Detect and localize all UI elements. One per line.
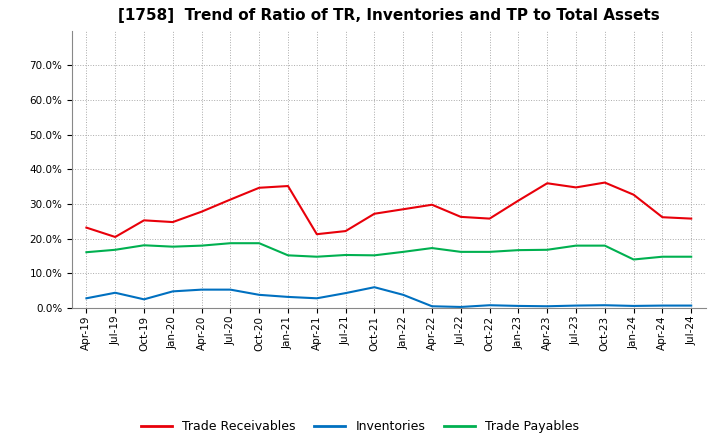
Trade Payables: [197, 243, 206, 248]
Trade Receivables: [543, 180, 552, 186]
Inventories: [111, 290, 120, 295]
Trade Receivables: [370, 211, 379, 216]
Inventories: [226, 287, 235, 292]
Trade Payables: [341, 253, 350, 258]
Trade Receivables: [284, 183, 292, 189]
Inventories: [428, 304, 436, 309]
Inventories: [485, 303, 494, 308]
Trade Receivables: [629, 192, 638, 197]
Inventories: [255, 292, 264, 297]
Inventories: [140, 297, 148, 302]
Inventories: [687, 303, 696, 308]
Inventories: [600, 303, 609, 308]
Trade Payables: [226, 241, 235, 246]
Trade Receivables: [197, 209, 206, 214]
Title: [1758]  Trend of Ratio of TR, Inventories and TP to Total Assets: [1758] Trend of Ratio of TR, Inventories…: [118, 7, 660, 23]
Inventories: [543, 304, 552, 309]
Trade Payables: [140, 242, 148, 248]
Trade Payables: [456, 249, 465, 254]
Inventories: [197, 287, 206, 292]
Trade Payables: [370, 253, 379, 258]
Inventories: [82, 296, 91, 301]
Inventories: [312, 296, 321, 301]
Trade Payables: [543, 247, 552, 253]
Inventories: [658, 303, 667, 308]
Inventories: [514, 303, 523, 308]
Trade Receivables: [514, 198, 523, 203]
Trade Receivables: [255, 185, 264, 191]
Inventories: [572, 303, 580, 308]
Trade Receivables: [687, 216, 696, 221]
Trade Payables: [629, 257, 638, 262]
Inventories: [370, 285, 379, 290]
Trade Payables: [428, 246, 436, 251]
Trade Receivables: [572, 185, 580, 190]
Line: Trade Receivables: Trade Receivables: [86, 183, 691, 237]
Trade Payables: [600, 243, 609, 248]
Inventories: [341, 290, 350, 296]
Trade Receivables: [428, 202, 436, 207]
Trade Payables: [687, 254, 696, 259]
Trade Receivables: [658, 215, 667, 220]
Trade Payables: [111, 247, 120, 253]
Trade Payables: [658, 254, 667, 259]
Line: Inventories: Inventories: [86, 287, 691, 307]
Line: Trade Payables: Trade Payables: [86, 243, 691, 260]
Trade Payables: [514, 247, 523, 253]
Trade Receivables: [82, 225, 91, 230]
Trade Payables: [255, 241, 264, 246]
Trade Receivables: [600, 180, 609, 185]
Trade Receivables: [312, 231, 321, 237]
Inventories: [629, 303, 638, 308]
Inventories: [399, 292, 408, 297]
Trade Payables: [399, 249, 408, 254]
Trade Payables: [82, 249, 91, 255]
Trade Receivables: [341, 228, 350, 234]
Inventories: [168, 289, 177, 294]
Trade Receivables: [111, 235, 120, 240]
Trade Receivables: [485, 216, 494, 221]
Inventories: [284, 294, 292, 300]
Trade Receivables: [168, 220, 177, 225]
Trade Receivables: [226, 197, 235, 202]
Trade Receivables: [456, 214, 465, 220]
Trade Receivables: [140, 218, 148, 223]
Trade Payables: [572, 243, 580, 248]
Trade Payables: [485, 249, 494, 254]
Inventories: [456, 304, 465, 310]
Trade Payables: [284, 253, 292, 258]
Trade Payables: [168, 244, 177, 249]
Trade Receivables: [399, 207, 408, 212]
Legend: Trade Receivables, Inventories, Trade Payables: Trade Receivables, Inventories, Trade Pa…: [135, 415, 585, 438]
Trade Payables: [312, 254, 321, 259]
